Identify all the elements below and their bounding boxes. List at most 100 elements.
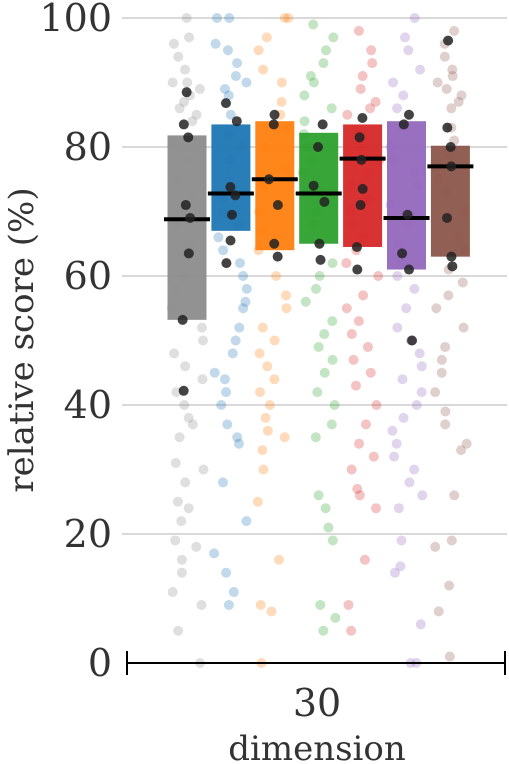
highlight-point (356, 154, 367, 165)
y-tick-label: 40 (64, 383, 112, 427)
boxes (167, 121, 470, 320)
data-point (360, 419, 371, 430)
data-point (341, 258, 352, 269)
data-point (283, 13, 294, 23)
data-point (342, 109, 353, 120)
data-point (232, 432, 243, 443)
highlight-point (446, 161, 457, 172)
data-point (354, 490, 365, 501)
data-point (321, 45, 332, 56)
data-point (261, 32, 272, 43)
highlight-point (443, 35, 454, 46)
data-point (258, 64, 269, 75)
highlight-point (225, 235, 236, 246)
data-point (241, 283, 252, 294)
data-point (238, 303, 249, 314)
data-point (224, 13, 235, 23)
data-point (456, 90, 467, 101)
data-point (447, 64, 458, 75)
data-point (355, 83, 366, 94)
y-tick-label: 20 (64, 512, 112, 556)
data-point (398, 90, 409, 101)
x-axis (126, 651, 506, 675)
data-point (308, 19, 319, 30)
data-point (191, 109, 202, 120)
data-point (180, 64, 191, 75)
data-point (257, 322, 268, 333)
data-point (299, 116, 310, 127)
data-point (312, 387, 323, 398)
data-point (170, 535, 181, 546)
data-point (365, 367, 376, 378)
data-point (458, 322, 469, 333)
data-point (234, 322, 245, 333)
data-point (319, 329, 330, 340)
data-point (330, 612, 341, 623)
y-tick-label: 60 (64, 254, 112, 298)
highlight-point (404, 264, 415, 275)
highlight-point (231, 116, 242, 127)
highlight-point (230, 190, 241, 201)
data-point (392, 322, 403, 333)
data-point (416, 387, 427, 398)
data-point (223, 90, 234, 101)
data-point (279, 13, 290, 23)
data-point (178, 96, 189, 107)
data-point (357, 71, 368, 82)
highlight-point (357, 183, 368, 194)
data-point (305, 71, 316, 82)
data-point (182, 77, 193, 88)
data-point (276, 96, 287, 107)
data-point (241, 516, 252, 527)
highlight-point (181, 87, 192, 98)
data-point (300, 296, 311, 307)
data-point (367, 58, 378, 69)
data-point (218, 245, 229, 256)
highlight-point (220, 98, 231, 109)
data-point (191, 541, 202, 552)
data-point (174, 432, 185, 443)
data-point (198, 464, 209, 475)
data-point (411, 400, 422, 410)
y-tick-label: 100 (39, 0, 112, 40)
data-point (440, 406, 451, 417)
data-point (403, 45, 414, 56)
data-point (327, 354, 338, 365)
data-point (358, 290, 369, 301)
data-point (313, 341, 324, 352)
data-point (221, 387, 232, 398)
data-point (315, 599, 326, 610)
data-point (431, 303, 442, 314)
highlight-point (446, 251, 457, 262)
data-point (371, 503, 382, 514)
y-axis-label: relative score (%) (2, 187, 42, 492)
data-point (447, 71, 458, 82)
highlight-point (442, 122, 453, 133)
data-point (262, 361, 273, 372)
highlight-point (221, 258, 232, 269)
data-point (222, 45, 233, 56)
data-point (444, 580, 455, 591)
highlight-point (183, 132, 194, 143)
data-point (221, 567, 232, 578)
data-point (436, 354, 447, 365)
data-point (281, 303, 292, 314)
data-point (184, 32, 195, 43)
data-point (311, 283, 322, 294)
data-point (271, 271, 282, 281)
data-point (453, 96, 464, 107)
data-point (353, 316, 364, 327)
highlight-point (319, 196, 330, 207)
data-point (223, 599, 234, 610)
data-point (440, 341, 451, 352)
data-point (409, 464, 420, 475)
data-point (350, 380, 361, 391)
data-point (318, 58, 329, 69)
highlight-point (226, 209, 237, 220)
data-point (210, 38, 221, 49)
data-point (354, 438, 365, 449)
data-point (168, 38, 179, 49)
data-point (353, 25, 364, 36)
data-point (444, 651, 455, 662)
